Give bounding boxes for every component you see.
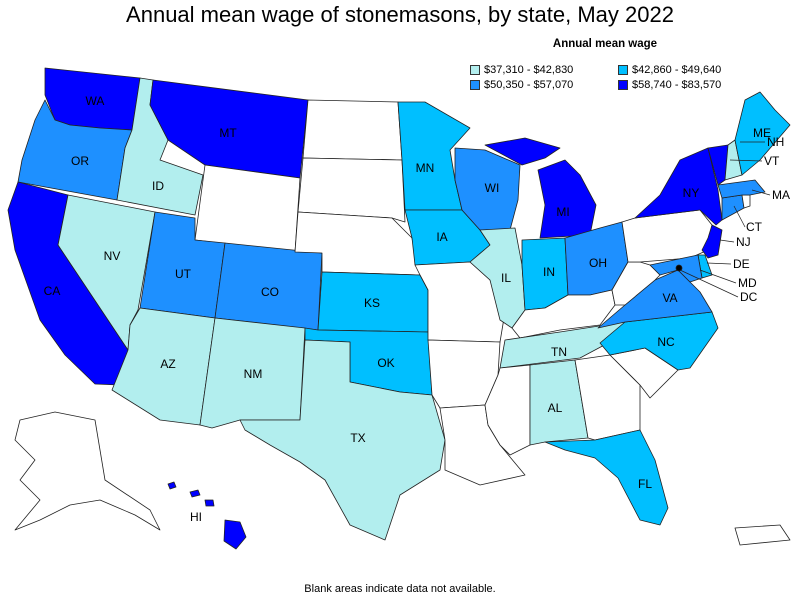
legend-item-bin-2: $42,860 - $49,640 <box>618 64 768 76</box>
state-label-ia: IA <box>436 230 447 244</box>
state-label-or: OR <box>71 154 89 168</box>
state-label-fl: FL <box>638 477 652 491</box>
legend-swatch-bin-4 <box>618 80 628 90</box>
state-ak[interactable] <box>14 411 161 531</box>
state-label-me: ME <box>753 126 771 140</box>
state-dc[interactable] <box>675 264 683 272</box>
state-ny[interactable] <box>634 147 723 226</box>
state-label-ca: CA <box>44 284 61 298</box>
state-label-wa: WA <box>86 94 105 108</box>
state-label-ct: CT <box>746 220 763 234</box>
legend-item-bin-1: $37,310 - $42,830 <box>470 64 618 76</box>
state-label-il: IL <box>501 271 511 285</box>
legend-swatch-bin-2 <box>618 65 628 75</box>
legend: Annual mean wage $37,310 - $42,830 $42,8… <box>470 38 770 91</box>
state-label-ok: OK <box>377 356 394 370</box>
state-label-id: ID <box>152 179 164 193</box>
legend-swatch-bin-1 <box>470 65 480 75</box>
state-label-ma: MA <box>772 188 790 202</box>
legend-label-bin-3: $50,350 - $57,070 <box>484 79 574 91</box>
state-label-az: AZ <box>160 357 175 371</box>
state-me[interactable] <box>734 91 791 176</box>
state-label-ny: NY <box>683 186 700 200</box>
state-label-de: DE <box>733 257 750 271</box>
state-label-vt: VT <box>764 154 780 168</box>
state-sd[interactable] <box>297 157 406 223</box>
state-label-oh: OH <box>589 256 607 270</box>
state-pr[interactable] <box>734 524 791 546</box>
state-label-mn: MN <box>416 161 435 175</box>
state-label-md: MD <box>738 276 757 290</box>
state-tx[interactable] <box>239 339 446 541</box>
state-label-nj: NJ <box>736 235 751 249</box>
state-label-ut: UT <box>175 267 192 281</box>
state-label-co: CO <box>261 285 279 299</box>
state-hi[interactable] <box>167 481 247 550</box>
state-nd[interactable] <box>302 99 403 161</box>
state-label-al: AL <box>548 401 563 415</box>
state-label-tx: TX <box>350 431 365 445</box>
state-label-tn: TN <box>551 345 567 359</box>
state-label-ks: KS <box>364 296 380 310</box>
state-label-hi: HI <box>190 510 202 524</box>
legend-label-bin-4: $58,740 - $83,570 <box>632 79 722 91</box>
state-label-va: VA <box>662 291 677 305</box>
state-label-nh: NH <box>767 135 784 149</box>
state-label-mt: MT <box>219 126 237 140</box>
state-wy[interactable] <box>194 164 301 253</box>
legend-item-bin-4: $58,740 - $83,570 <box>618 79 768 91</box>
map-title: Annual mean wage of stonemasons, by stat… <box>126 2 674 27</box>
legend-label-bin-2: $42,860 - $49,640 <box>632 64 722 76</box>
state-fl[interactable] <box>544 429 669 526</box>
state-label-mi: MI <box>556 205 569 219</box>
state-label-nm: NM <box>244 367 263 381</box>
state-label-in: IN <box>543 265 555 279</box>
footnote: Blank areas indicate data not available. <box>304 583 496 595</box>
state-label-nc: NC <box>657 335 675 349</box>
state-label-nv: NV <box>104 249 121 263</box>
state-labels: WA OR CA ID NV MT UT CO AZ NM TX KS OK M… <box>44 94 790 524</box>
state-label-wi: WI <box>485 181 500 195</box>
legend-item-bin-3: $50,350 - $57,070 <box>470 79 618 91</box>
state-nj[interactable] <box>701 224 723 259</box>
legend-swatch-bin-3 <box>470 80 480 90</box>
state-mi[interactable] <box>484 137 597 239</box>
state-il[interactable] <box>469 227 526 329</box>
legend-label-bin-1: $37,310 - $42,830 <box>484 64 574 76</box>
legend-title: Annual mean wage <box>552 38 658 50</box>
state-ct[interactable] <box>721 194 745 221</box>
label-leader-lines <box>679 141 771 298</box>
state-ma[interactable] <box>717 179 766 199</box>
state-label-dc: DC <box>740 290 758 304</box>
state-al[interactable] <box>529 359 589 446</box>
